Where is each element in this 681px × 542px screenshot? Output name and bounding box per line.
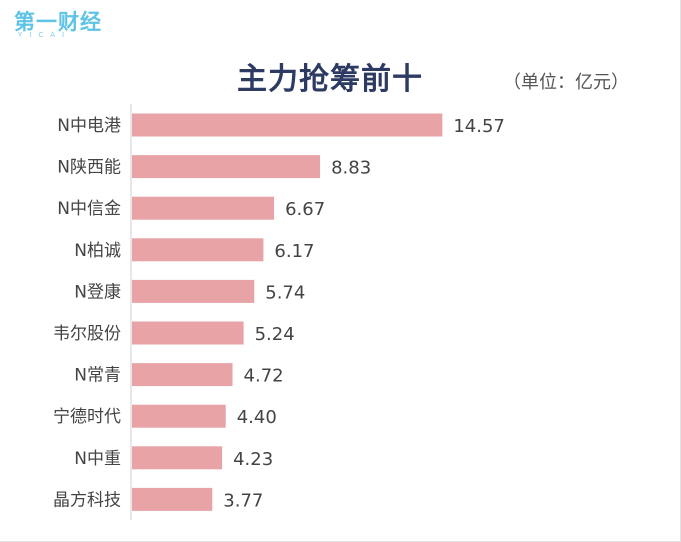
value-label: 6.67 <box>285 199 325 220</box>
category-label: N中电港 <box>57 116 121 136</box>
value-label: 4.40 <box>237 407 277 428</box>
value-label: 6.17 <box>274 241 314 262</box>
category-label: N中信金 <box>57 199 121 219</box>
bar <box>132 321 244 345</box>
category-label: 宁德时代 <box>53 407 121 427</box>
bar <box>132 487 213 511</box>
category-label: N柏诚 <box>74 241 121 261</box>
chart-title: 主力抢筹前十 <box>237 62 423 97</box>
value-label: 5.74 <box>265 282 305 303</box>
bar <box>132 363 233 387</box>
logo-subtext: YICAI <box>18 31 72 39</box>
category-label: N常青 <box>74 366 121 386</box>
bar <box>132 113 443 137</box>
bar <box>132 446 223 470</box>
value-label: 4.23 <box>233 449 273 470</box>
category-label: N登康 <box>74 282 121 302</box>
bar <box>132 155 321 179</box>
unit-label: （单位：亿元） <box>503 72 629 93</box>
value-label: 4.72 <box>244 366 284 387</box>
yicai-logo: 第一财经 YICAI <box>14 6 114 40</box>
value-label: 5.24 <box>255 324 295 345</box>
category-label: N陕西能 <box>57 158 121 178</box>
bar <box>132 196 275 220</box>
value-label: 14.57 <box>453 116 505 137</box>
category-label: 韦尔股份 <box>53 324 121 344</box>
logo-text: 第一财经 <box>14 10 102 34</box>
value-label: 8.83 <box>331 158 371 179</box>
bar <box>132 404 226 428</box>
bar <box>132 238 264 262</box>
value-label: 3.77 <box>223 490 263 511</box>
bar <box>132 279 255 303</box>
category-label: N中重 <box>74 449 121 469</box>
category-label: 晶方科技 <box>53 490 121 510</box>
